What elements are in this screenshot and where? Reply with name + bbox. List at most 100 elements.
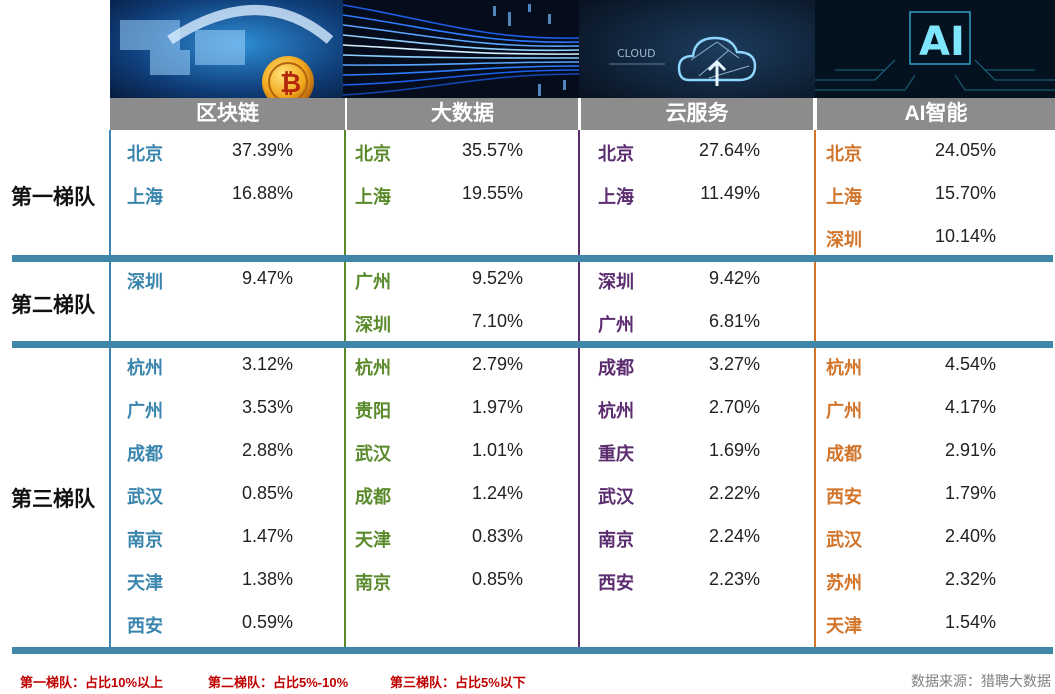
city-name: 成都 [598,358,634,378]
city-share: 1.97% [471,397,523,417]
city-share: 3.53% [241,397,293,417]
tier-divider-2 [12,341,1053,348]
city-share: 1.24% [471,483,523,503]
city-name: 上海 [127,187,163,207]
city-name: 北京 [826,144,862,164]
city-share: 2.79% [471,354,523,374]
city-name: 南京 [598,530,634,550]
city-name: 广州 [355,272,391,292]
city-name: 杭州 [127,358,163,378]
city-name: 北京 [127,144,163,164]
city-name: 杭州 [598,401,634,421]
column-title-ai: AI智能 [817,98,1055,130]
city-name: 深圳 [598,272,634,292]
city-share: 2.22% [708,483,760,503]
city-share: 7.10% [471,311,523,331]
city-share: 1.38% [241,569,293,589]
city-share: 16.88% [231,183,293,203]
column-title-cloud: 云服务 [581,98,813,130]
column-title-bigdata: 大数据 [347,98,578,130]
column-divider-ai [814,130,816,647]
city-name: 武汉 [598,487,634,507]
tier-label-1: 第一梯队 [11,186,95,209]
city-share: 24.05% [934,140,996,160]
city-share: 9.47% [241,268,293,288]
city-name: 成都 [355,487,391,507]
city-name: 广州 [598,315,634,335]
city-share: 2.91% [944,440,996,460]
tier-label-2: 第二梯队 [11,294,95,317]
city-name: 广州 [826,401,862,421]
city-name: 天津 [355,530,391,550]
city-share: 2.88% [241,440,293,460]
city-name: 武汉 [826,530,862,550]
ai-image-label: AI [919,19,965,65]
column-title-blockchain: 区块链 [110,98,345,130]
city-share: 0.59% [241,612,293,632]
city-share: 9.42% [708,268,760,288]
blockchain-header-image: ₿ [110,0,343,98]
city-share: 6.81% [708,311,760,331]
city-name: 苏州 [826,573,862,593]
city-name: 武汉 [355,444,391,464]
city-share: 9.52% [471,268,523,288]
table-bottom-bar [12,647,1053,654]
city-name: 深圳 [127,272,163,292]
city-name: 广州 [127,401,163,421]
city-name: 杭州 [355,358,391,378]
city-name: 南京 [355,573,391,593]
cloud-header-image: CLOUD [579,0,815,98]
column-divider-cloud [578,130,580,647]
city-share: 1.69% [708,440,760,460]
city-share: 27.64% [698,140,760,160]
city-name: 贵阳 [355,401,391,421]
city-name: 上海 [355,187,391,207]
legend-tier-2: 第二梯队：占比5%-10% [208,675,349,690]
city-share: 2.23% [708,569,760,589]
city-share: 3.27% [708,354,760,374]
column-divider-bigdata [344,130,346,647]
city-share: 19.55% [461,183,523,203]
city-share: 0.85% [241,483,293,503]
svg-text:₿: ₿ [280,69,301,98]
city-share: 1.47% [241,526,293,546]
city-name: 西安 [598,573,634,593]
city-name: 武汉 [127,487,163,507]
city-share: 0.83% [471,526,523,546]
ai-header-image: AI [815,0,1055,98]
city-name: 西安 [127,616,163,636]
city-share: 1.01% [471,440,523,460]
city-share: 15.70% [934,183,996,203]
city-share: 2.40% [944,526,996,546]
city-share: 0.85% [471,569,523,589]
column-divider-blockchain [109,130,111,647]
cloud-image-label: CLOUD [617,47,656,60]
city-name: 杭州 [826,358,862,378]
city-name: 重庆 [598,444,634,464]
tier-label-3: 第三梯队 [11,488,95,511]
city-name: 深圳 [826,230,862,250]
city-share: 37.39% [231,140,293,160]
city-share: 4.17% [944,397,996,417]
city-name: 成都 [826,444,862,464]
city-share: 2.32% [944,569,996,589]
city-name: 深圳 [355,315,391,335]
city-name: 成都 [127,444,163,464]
bigdata-header-image [343,0,579,98]
city-name: 西安 [826,487,862,507]
city-share: 2.24% [708,526,760,546]
legend-tier-3: 第三梯队：占比5%以下 [390,675,526,690]
city-share: 2.70% [708,397,760,417]
city-name: 上海 [598,187,634,207]
city-share: 1.79% [944,483,996,503]
city-share: 4.54% [944,354,996,374]
tier-divider-1 [12,255,1053,262]
city-share: 11.49% [700,183,760,203]
city-name: 南京 [127,530,163,550]
city-name: 上海 [826,187,862,207]
city-share: 3.12% [241,354,293,374]
city-share: 35.57% [461,140,523,160]
city-name: 北京 [355,144,391,164]
data-source: 数据来源：猎聘大数据 [911,673,1051,689]
city-share: 1.54% [944,612,996,632]
